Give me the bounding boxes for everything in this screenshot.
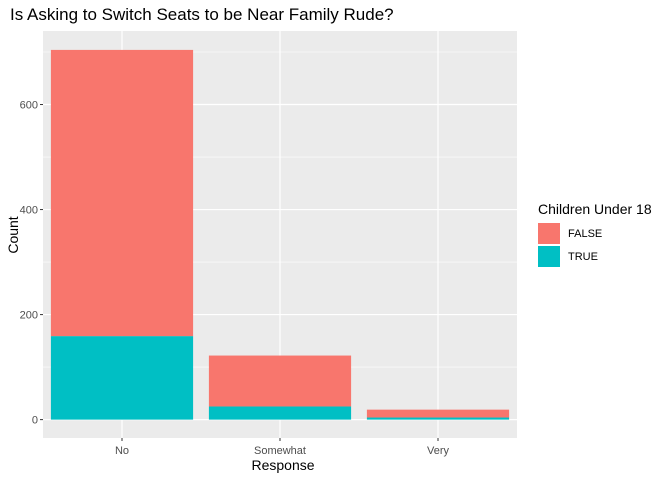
legend: Children Under 18 FALSE TRUE [538,201,652,267]
y-axis-ticks: 0 200 400 600 [20,100,43,427]
x-tick-label: Somewhat [254,445,306,457]
bar-very-true [366,417,510,420]
bar-no-false [50,49,194,337]
legend-label-true: TRUE [568,251,598,263]
y-tick-label: 400 [20,205,38,217]
x-axis-ticks: No Somewhat Very [115,438,450,457]
x-axis-title: Response [251,457,314,473]
legend-title: Children Under 18 [538,201,652,217]
chart-title: Is Asking to Switch Seats to be Near Fam… [10,5,394,24]
x-tick-label: Very [427,445,450,457]
y-tick-label: 600 [20,100,38,112]
bar-no-true [50,336,194,420]
x-tick-label: No [115,445,129,457]
bar-somewhat-false [208,355,352,407]
y-tick-label: 0 [32,415,38,427]
legend-key-true [538,246,560,267]
bar-very-false [366,409,510,418]
bars [50,49,510,420]
y-tick-label: 200 [20,310,38,322]
legend-label-false: FALSE [568,228,602,240]
legend-key-false [538,223,560,244]
y-axis-title: Count [5,216,21,253]
bar-somewhat-true [208,406,352,420]
